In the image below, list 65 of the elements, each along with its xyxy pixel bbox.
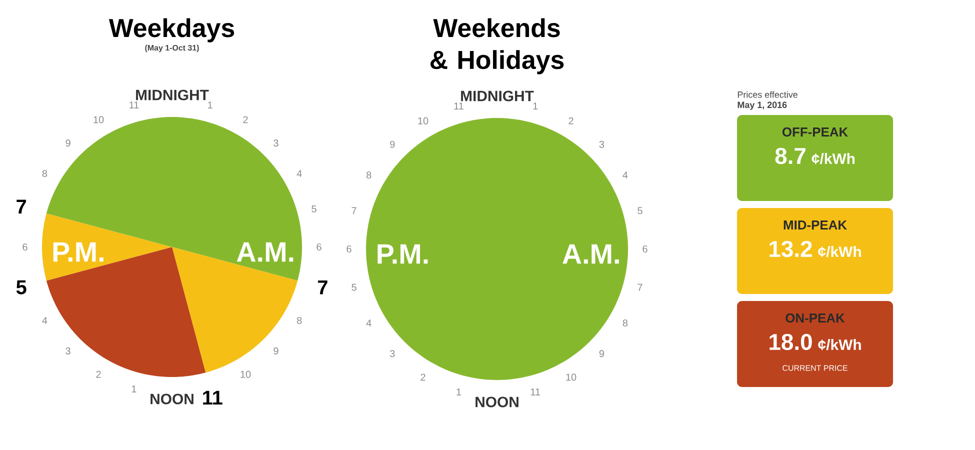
data-label: 18.0 (770, 334, 812, 350)
text: 3 (66, 347, 70, 354)
text: MIDNIGHT (136, 90, 209, 100)
data-label: 13.2 (770, 240, 812, 258)
text: 7 (318, 280, 328, 294)
text: 2 (420, 374, 426, 381)
text: 8 (622, 319, 628, 327)
text: 4 (366, 320, 372, 326)
text: 9 (274, 347, 278, 354)
text: 10 (418, 117, 428, 124)
text: 5 (16, 280, 26, 294)
text: 2 (96, 370, 101, 378)
text: 11 (530, 388, 540, 396)
text: 7 (352, 207, 356, 214)
text: 11 (454, 102, 464, 110)
chart-title: Weekdays (108, 18, 234, 42)
text: 2 (568, 117, 574, 124)
text: 1 (533, 102, 538, 110)
chart-title: Weekends & Holidays (430, 18, 564, 74)
text: 2 (243, 116, 248, 124)
category-label: OFF-PEAK (782, 127, 848, 137)
text: 11 (130, 102, 139, 108)
text: Prices effective (738, 91, 798, 98)
text: 10 (566, 374, 576, 381)
text: 5 (638, 207, 642, 214)
category-label: MID-PEAK (784, 220, 847, 230)
text: 6 (22, 243, 28, 251)
text: 6 (316, 243, 322, 251)
text: 1 (456, 388, 461, 396)
text: NOON (150, 394, 194, 404)
text: P.M. (53, 242, 104, 262)
text: ¢/kWh (812, 153, 855, 164)
text: May 1, 2016 (738, 102, 787, 110)
text: 5 (312, 205, 316, 212)
text: 9 (390, 140, 395, 148)
text: A.M. (562, 244, 619, 264)
text: 3 (390, 350, 395, 358)
text: 10 (94, 116, 104, 124)
text: P.M. (378, 244, 428, 264)
text: 11 (203, 390, 222, 405)
text: MIDNIGHT (461, 90, 534, 102)
text: 7 (16, 200, 26, 214)
text: 4 (296, 170, 302, 177)
text: 9 (599, 350, 604, 358)
text: 8 (296, 316, 302, 324)
text: 10 (240, 370, 251, 378)
text: A.M. (236, 242, 294, 262)
text: 3 (274, 140, 278, 147)
text: 8 (366, 171, 372, 179)
text: 4 (42, 317, 48, 324)
text: 5 (352, 284, 356, 291)
text: 6 (642, 245, 648, 253)
text: 1 (132, 386, 136, 392)
text: 3 (599, 140, 604, 148)
text: 4 (622, 172, 628, 178)
text: 1 (208, 102, 212, 108)
category-label: ON-PEAK (786, 313, 845, 323)
text: 6 (346, 245, 352, 253)
data-label: 8.7 (775, 148, 806, 164)
text: 8 (42, 170, 48, 178)
text: ¢/kWh (818, 339, 861, 350)
text: 9 (66, 140, 70, 147)
text: 7 (638, 284, 642, 291)
text: NOON (476, 396, 518, 408)
text: ¢/kWh (818, 246, 861, 258)
